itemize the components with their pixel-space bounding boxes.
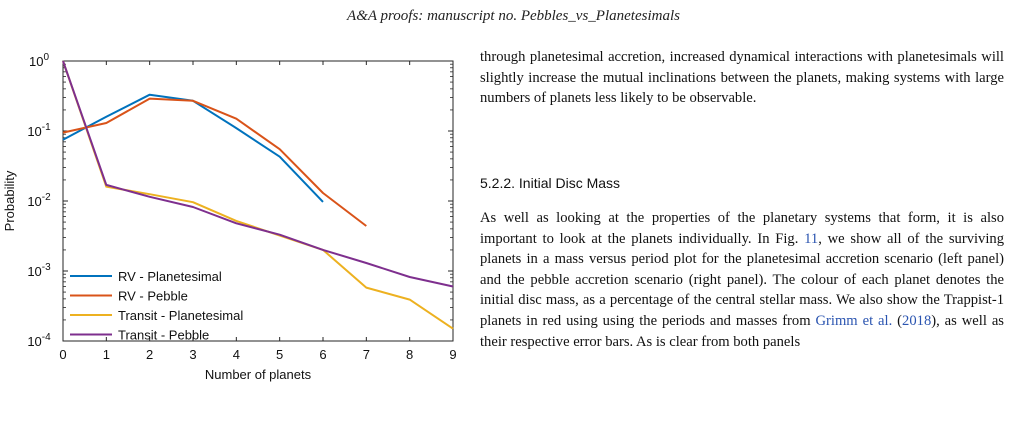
legend-label: Transit - Planetesimal — [118, 308, 243, 323]
x-tick-label: 4 — [233, 347, 240, 362]
running-header: A&A proofs: manuscript no. Pebbles_vs_Pl… — [0, 8, 1027, 25]
legend-label: RV - Planetesimal — [118, 269, 222, 284]
section-title: 5.2.2. Initial Disc Mass — [480, 175, 621, 191]
manuscript-label: manuscript no. Pebbles_vs_Planetesimals — [427, 8, 680, 24]
citation-open: ( — [892, 312, 903, 329]
plot-layer: 0 1 2 3 4 5 6 7 8 9 100 10-1 10-2 10-3 10-4 — [27, 52, 456, 362]
citation-link[interactable]: Grimm et al. — [815, 312, 893, 329]
journal-name: A&A proofs: — [347, 8, 424, 24]
x-tick-label: 1 — [103, 347, 110, 362]
x-tick-label: 5 — [276, 347, 283, 362]
y-tick-label: 10-1 — [27, 122, 51, 139]
series-line-transit-pebble — [62, 60, 454, 288]
y-axis-label: Probability — [2, 170, 17, 231]
paragraph-2: As well as looking at the properties of … — [480, 208, 1004, 352]
x-tick-label: 3 — [189, 347, 196, 362]
citation-year-link[interactable]: 2018 — [902, 312, 932, 329]
figure-reference-link[interactable]: 11 — [804, 230, 819, 247]
x-tick-label: 0 — [59, 347, 66, 362]
x-tick-label: 7 — [363, 347, 370, 362]
chart-legend: RV - Planetesimal RV - Pebble Transit - Pl… — [70, 269, 243, 343]
x-axis-label: Number of planets — [205, 367, 312, 382]
x-tick-label: 6 — [319, 347, 326, 362]
paragraph-2-text-c: ), as well as their respective error bar… — [480, 312, 1004, 350]
paragraph-2-text-b: , we show all of the surviving planets i… — [480, 230, 1004, 329]
series-line-rv-pebble — [62, 97, 367, 227]
paragraph-2-text-a: As well as looking at the properties of … — [480, 210, 1004, 247]
y-tick-label: 10-3 — [27, 262, 51, 279]
probability-chart: 0 1 2 3 4 5 6 7 8 9 100 10-1 10-2 10-3 10-4 Probabilit… — [2, 52, 457, 382]
legend-label: Transit - Pebble — [118, 328, 209, 343]
x-tick-label: 9 — [449, 347, 456, 362]
x-tick-label: 8 — [406, 347, 413, 362]
legend-label: RV - Pebble — [118, 289, 188, 304]
y-tick-label: 10-4 — [27, 332, 51, 349]
y-tick-label: 10-2 — [27, 192, 51, 209]
paragraph-1: through planetesimal accretion, increase… — [480, 49, 1004, 107]
x-tick-label: 2 — [146, 347, 153, 362]
y-tick-label: 100 — [29, 52, 49, 69]
